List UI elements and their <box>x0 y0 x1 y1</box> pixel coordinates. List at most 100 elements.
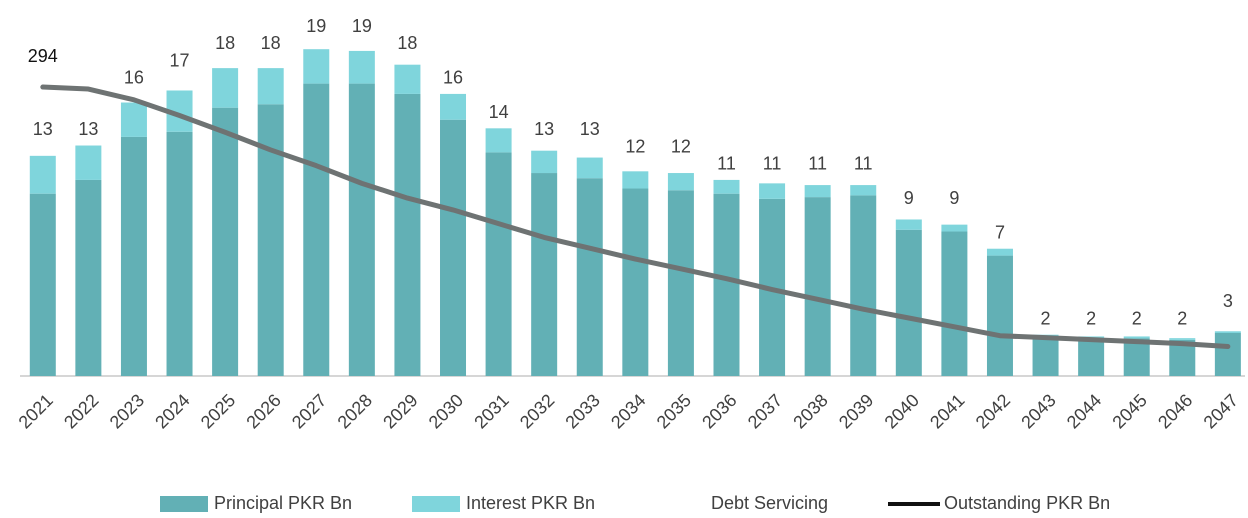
data-label: 16 <box>124 68 144 88</box>
x-tick-label: 2021 <box>15 390 57 432</box>
bar <box>576 157 603 179</box>
bar <box>622 188 649 376</box>
bar <box>1032 336 1059 376</box>
bar <box>75 145 102 180</box>
data-label: 9 <box>949 188 959 208</box>
bar <box>485 152 512 376</box>
data-label: 11 <box>808 154 827 174</box>
line <box>40 84 1231 350</box>
bar <box>667 190 694 376</box>
data-label: 18 <box>397 33 417 53</box>
bar <box>212 107 239 377</box>
x-tick-label: 2043 <box>1017 390 1059 432</box>
data-label: 12 <box>671 136 691 156</box>
data-label: 16 <box>443 68 463 88</box>
x-tick-label: 2033 <box>561 390 603 432</box>
legend-label: Principal PKR Bn <box>214 493 352 513</box>
data-label: 11 <box>763 154 782 174</box>
x-tick-label: 2038 <box>789 390 831 432</box>
x-tick-label: 2040 <box>881 390 923 432</box>
bar <box>348 83 375 376</box>
bar <box>713 193 740 376</box>
bar <box>850 195 877 376</box>
data-label: 14 <box>489 102 509 122</box>
data-label: 13 <box>580 119 600 139</box>
data-label: 7 <box>995 222 1005 242</box>
x-tick-label: 2032 <box>516 390 558 432</box>
bar <box>1169 338 1196 340</box>
data-label: 19 <box>306 16 326 36</box>
data-label: 18 <box>261 33 281 53</box>
bar <box>531 173 558 376</box>
data-label: 2 <box>1177 308 1187 328</box>
data-label: 17 <box>170 50 190 70</box>
x-tick-label: 2024 <box>151 390 193 432</box>
bar <box>986 248 1013 256</box>
data-label: 11 <box>717 154 736 174</box>
bar <box>1214 331 1241 333</box>
bar <box>348 50 375 84</box>
x-tick-label: 2022 <box>60 390 102 432</box>
data-label: 18 <box>215 33 235 53</box>
bar <box>1214 333 1241 376</box>
bar <box>1078 338 1105 376</box>
bar <box>986 255 1013 376</box>
bar <box>29 155 56 194</box>
x-tick-label: 2025 <box>197 390 239 432</box>
x-tick-label: 2028 <box>334 390 376 432</box>
x-tick-label: 2023 <box>106 390 148 432</box>
legend-label: Debt Servicing <box>711 493 828 513</box>
x-tick-label: 2039 <box>835 390 877 432</box>
bar <box>440 119 467 376</box>
bar <box>1123 336 1150 339</box>
bar <box>941 224 968 232</box>
x-tick-label: 2044 <box>1063 390 1105 432</box>
bar <box>667 173 694 191</box>
line-label: 294 <box>28 46 58 66</box>
legend-label: Interest PKR Bn <box>466 493 595 513</box>
bar <box>29 193 56 376</box>
x-tick-label: 2026 <box>242 390 284 432</box>
legend-swatch <box>160 496 208 512</box>
x-tick-label: 2047 <box>1200 390 1242 432</box>
x-tick-label: 2035 <box>653 390 695 432</box>
legend-swatch <box>412 496 460 512</box>
data-label: 13 <box>534 119 554 139</box>
bar <box>120 136 147 376</box>
data-label: 2 <box>1086 308 1096 328</box>
bar <box>394 93 421 377</box>
x-tick-label: 2030 <box>425 390 467 432</box>
bar <box>303 83 330 376</box>
bar <box>941 231 968 376</box>
bar <box>895 219 922 230</box>
bar <box>394 64 421 94</box>
x-tick-label: 2036 <box>698 390 740 432</box>
bar <box>212 68 239 108</box>
data-label: 12 <box>625 136 645 156</box>
bar <box>804 185 831 198</box>
x-tick-label: 2027 <box>288 390 330 432</box>
data-label: 19 <box>352 16 372 36</box>
data-label: 11 <box>854 154 873 174</box>
bar <box>850 185 877 196</box>
x-tick-label: 2037 <box>744 390 786 432</box>
x-tick-label: 2042 <box>972 390 1014 432</box>
x-tick-label: 2045 <box>1108 390 1150 432</box>
bar <box>120 102 147 137</box>
data-label: 2 <box>1132 308 1142 328</box>
bar <box>895 229 922 376</box>
bar <box>75 179 102 376</box>
x-tick-label: 2031 <box>470 390 512 432</box>
data-label: 2 <box>1041 308 1051 328</box>
data-label: 13 <box>78 119 98 139</box>
legend-label: Outstanding PKR Bn <box>944 493 1110 513</box>
bar <box>622 171 649 189</box>
bar <box>257 68 284 105</box>
data-label: 9 <box>904 188 914 208</box>
bar <box>440 93 467 120</box>
bar <box>485 128 512 153</box>
bar <box>804 197 831 376</box>
bar <box>713 179 740 194</box>
x-tick-label: 2029 <box>379 390 421 432</box>
